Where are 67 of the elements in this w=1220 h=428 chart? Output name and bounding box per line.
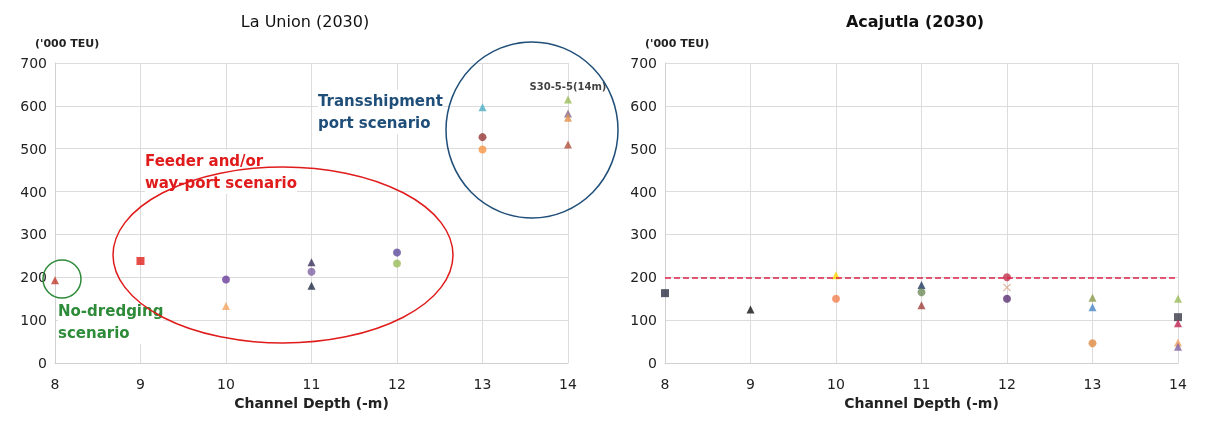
chart-title: Acajutla (2030): [845, 11, 985, 31]
point: [478, 133, 487, 142]
x-tick-label: 11: [912, 376, 931, 392]
x-tick-label: 13: [473, 376, 492, 392]
annotation: Transshipment port scenario: [318, 92, 443, 132]
point: [222, 302, 230, 310]
x-tick-label: 9: [746, 376, 755, 392]
y-tick-label: 100: [630, 312, 657, 329]
point: [478, 145, 487, 154]
x-tick-label: 8: [50, 376, 60, 392]
annotation: S30-5-5(14m): [529, 80, 607, 92]
y-tick-label: 600: [20, 97, 47, 114]
x-tick-label: 10: [827, 376, 845, 392]
point: [1174, 342, 1182, 351]
y-tick-label: 600: [630, 97, 657, 114]
x-tick-label: 12: [998, 376, 1016, 392]
point: [564, 113, 572, 122]
point: [917, 301, 926, 310]
x-tick-label: 10: [217, 376, 235, 392]
y-tick-label: 400: [630, 183, 657, 200]
point: [136, 257, 145, 265]
point: [222, 275, 230, 284]
point: [661, 289, 669, 298]
point: [564, 95, 572, 104]
x-tick-label: 8: [660, 376, 670, 392]
y-axis-title: ('000 TEU): [35, 37, 100, 50]
point: [1174, 313, 1182, 322]
point: [1088, 293, 1097, 302]
y-tick-label: 300: [630, 226, 657, 243]
point: [917, 288, 926, 297]
y-tick-label: 100: [20, 312, 47, 329]
point: [1174, 319, 1182, 328]
point: [478, 103, 487, 112]
y-tick-label: 500: [630, 140, 657, 157]
y-tick-label: 400: [20, 183, 47, 200]
point: [307, 258, 316, 267]
point: [917, 281, 926, 289]
y-axis-title: ('000 TEU): [645, 37, 710, 50]
x-axis-title: Channel Depth (-m): [844, 394, 999, 411]
point: [1088, 339, 1097, 348]
point: [393, 248, 401, 257]
chart-title: La Union (2030): [240, 11, 370, 31]
y-tick-label: 700: [630, 55, 657, 71]
x-tick-label: 11: [302, 376, 321, 392]
x-tick-label: 14: [559, 376, 577, 392]
point: [1003, 294, 1011, 303]
y-tick-label: 700: [20, 55, 47, 71]
point: [307, 267, 316, 276]
point: [393, 259, 401, 268]
x-axis-title: Channel Depth (-m): [234, 394, 389, 411]
y-tick-label: 200: [630, 269, 657, 286]
y-tick-label: 300: [20, 226, 47, 243]
x-tick-label: 12: [388, 376, 406, 392]
point: [307, 281, 316, 290]
point: [1088, 303, 1097, 312]
point: [564, 140, 572, 149]
x-tick-label: 9: [136, 376, 145, 392]
y-tick-label: 0: [38, 355, 47, 371]
y-tick-label: 500: [20, 140, 47, 157]
point: [746, 305, 755, 314]
y-tick-label: 0: [648, 355, 657, 371]
point: [51, 276, 59, 285]
point: [832, 294, 840, 303]
x-tick-label: 14: [1169, 376, 1187, 392]
x-tick-label: 13: [1083, 376, 1102, 392]
point: [1003, 283, 1011, 292]
point: [1174, 294, 1182, 303]
